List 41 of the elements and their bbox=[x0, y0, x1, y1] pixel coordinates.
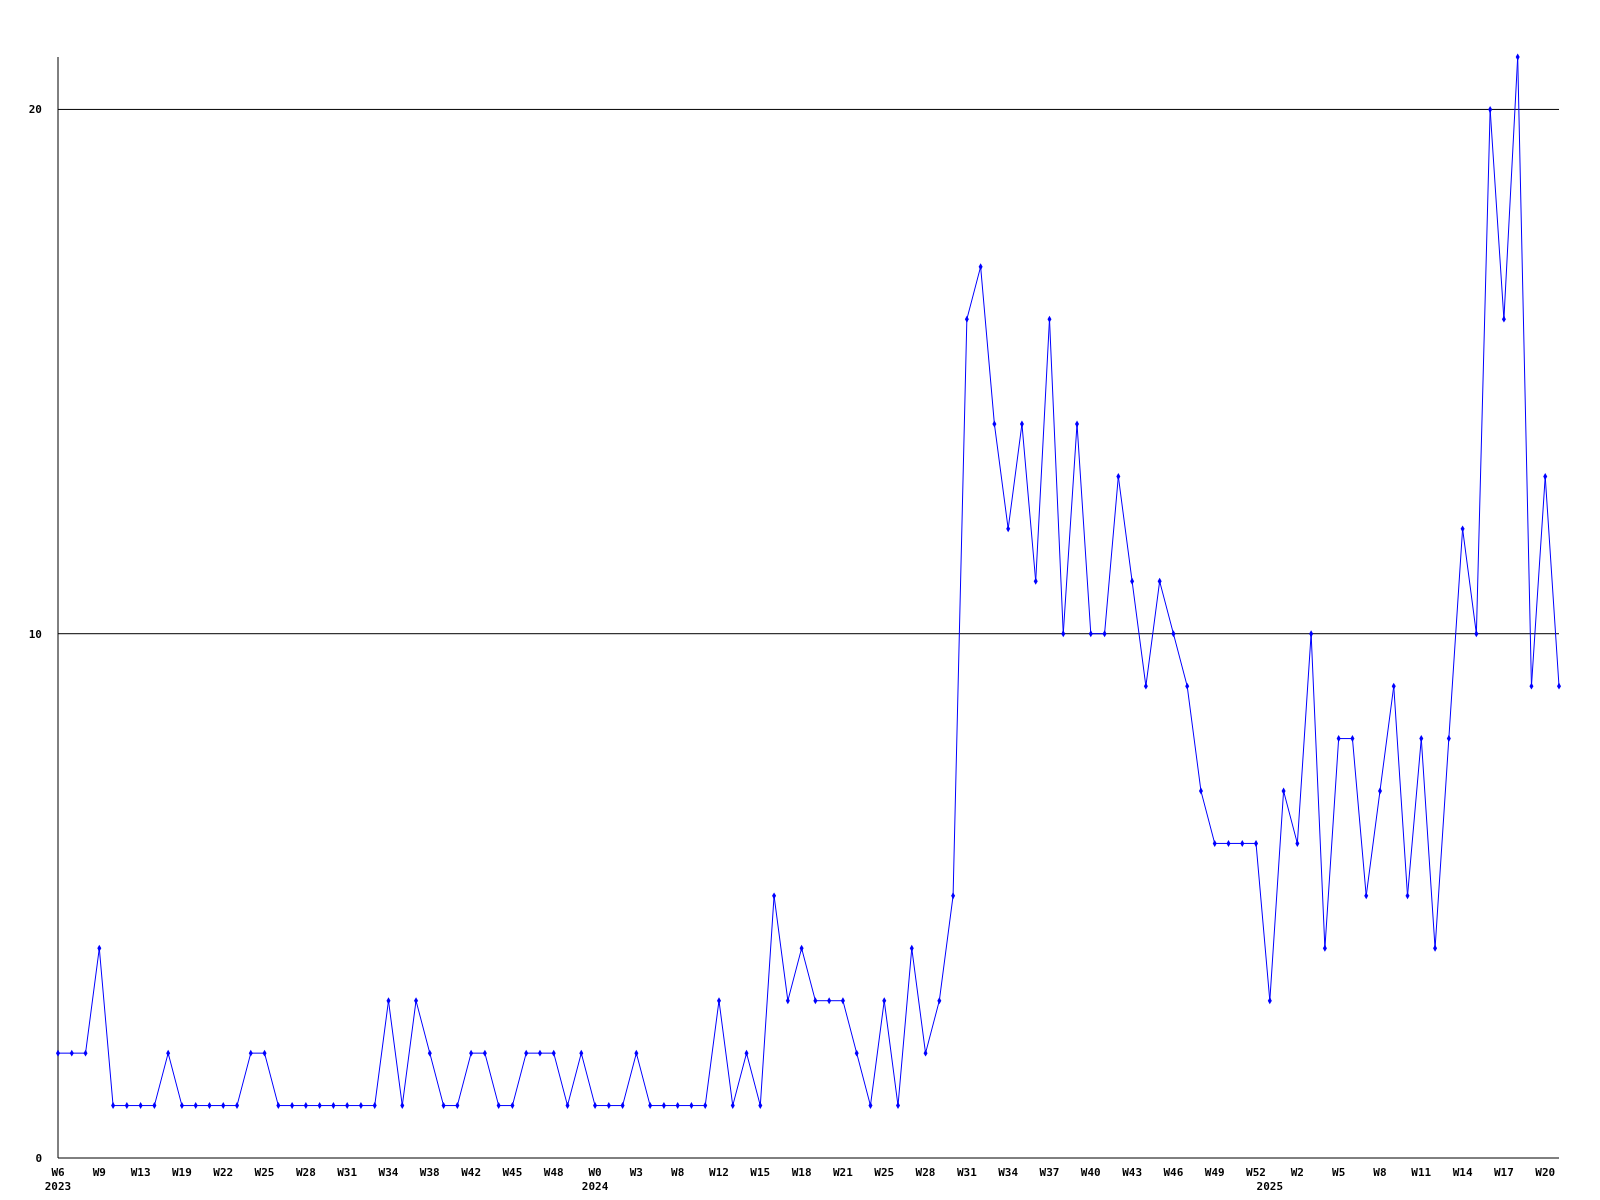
x-tick-label: W12 bbox=[709, 1166, 729, 1179]
x-tick-label: W25 bbox=[874, 1166, 895, 1179]
x-tick-label: W14 bbox=[1452, 1166, 1473, 1179]
y-tick-label: 10 bbox=[28, 627, 42, 641]
x-tick-label: W34 bbox=[378, 1166, 399, 1179]
x-tick-label: W3 bbox=[629, 1166, 643, 1179]
x-tick-label: W6 2023 bbox=[44, 1166, 72, 1193]
x-tick-label: W45 bbox=[502, 1166, 523, 1179]
x-tick-label: W48 bbox=[543, 1166, 564, 1179]
x-tick-label: W37 bbox=[1039, 1166, 1060, 1179]
x-tick-label: W34 bbox=[998, 1166, 1019, 1179]
x-tick-label: W31 bbox=[337, 1166, 358, 1179]
x-tick-label: W20 bbox=[1535, 1166, 1556, 1179]
x-tick-label: W0 2024 bbox=[581, 1166, 609, 1193]
x-tick-label: W22 bbox=[213, 1166, 234, 1179]
x-tick-label: W28 bbox=[295, 1166, 316, 1179]
x-tick-label: W38 bbox=[419, 1166, 440, 1179]
x-tick-label: W49 bbox=[1204, 1166, 1225, 1179]
x-tick-label: W15 bbox=[750, 1166, 771, 1179]
x-tick-label: W13 bbox=[130, 1166, 151, 1179]
x-tick-label: W31 bbox=[956, 1166, 978, 1179]
x-tick-label: W46 bbox=[1163, 1166, 1184, 1179]
x-tick-label: W19 bbox=[172, 1166, 192, 1179]
x-tick-label: W21 bbox=[832, 1166, 854, 1179]
x-tick-label: W8 bbox=[1373, 1166, 1387, 1179]
x-tick-label: W11 bbox=[1411, 1166, 1432, 1179]
x-tick-label: W52 bbox=[1246, 1166, 1266, 1179]
x-tick-label: W9 bbox=[92, 1166, 106, 1179]
x-tick-label: W5 bbox=[1332, 1166, 1346, 1179]
x-tick-label: W43 bbox=[1122, 1166, 1143, 1179]
x-tick-label: W2 bbox=[1290, 1166, 1304, 1179]
x-tick-label: W25 bbox=[254, 1166, 275, 1179]
y-tick-label: 0 bbox=[35, 1152, 42, 1165]
x-tick-label: W42 bbox=[461, 1166, 482, 1179]
x-tick-label: W18 bbox=[791, 1166, 812, 1179]
x-tick-label: W17 bbox=[1493, 1166, 1514, 1179]
x-tick-label: 2025 bbox=[1256, 1180, 1284, 1193]
x-tick-label: W8 bbox=[671, 1166, 685, 1179]
y-tick-label: 20 bbox=[28, 103, 42, 117]
x-tick-label: W40 bbox=[1080, 1166, 1101, 1179]
x-tick-label: W28 bbox=[915, 1166, 936, 1179]
